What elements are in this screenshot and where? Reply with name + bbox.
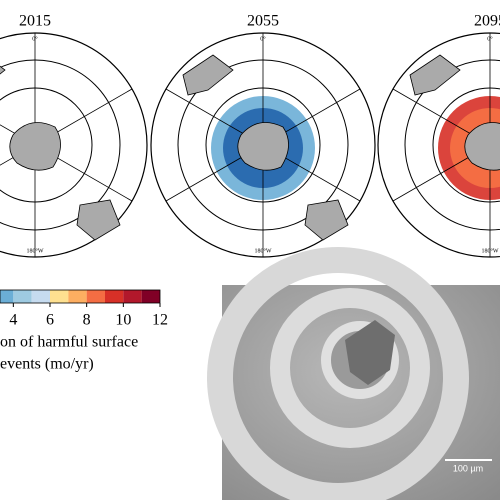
colorbar-bin	[141, 290, 160, 303]
colorbar-bin	[86, 290, 105, 303]
panel-year: 2015	[19, 13, 51, 30]
polar-map: 0° 180°W	[150, 32, 376, 258]
colorbar-tick-label: 10	[115, 312, 131, 329]
colorbar-tick-label: 12	[152, 312, 168, 329]
panel-year: 2095	[474, 13, 500, 30]
scale-label: 100 µm	[453, 463, 483, 473]
south-america	[409, 54, 461, 96]
map-label: 0°	[32, 35, 38, 42]
south-america	[0, 65, 6, 75]
panel-year: 2055	[247, 13, 279, 30]
colorbar-label: on of harmful surface	[0, 334, 138, 351]
colorbar-tick-label: 4	[9, 312, 17, 329]
map-label: 0°	[487, 35, 493, 42]
colorbar-bin	[105, 290, 124, 303]
polar-map: 0° 180°W	[377, 32, 500, 258]
antarctica	[464, 122, 500, 171]
colorbar-tick-label: 6	[46, 312, 54, 329]
colorbar-bin	[123, 290, 142, 303]
map-label: 180°W	[254, 247, 271, 254]
shell-whorl	[270, 288, 430, 448]
shell-whorl	[207, 247, 469, 500]
colorbar-bin	[68, 290, 87, 303]
australia	[76, 199, 121, 241]
australia	[304, 199, 349, 241]
colorbar-frame	[0, 289, 161, 304]
maps: 0° 180°W 2015 0° 180°W 2055 0° 180°W 2095	[0, 13, 500, 258]
colorbar-bin	[0, 290, 14, 303]
polar-map: 0° 180°W	[0, 32, 148, 258]
antarctica	[9, 122, 61, 171]
colorbar-bin	[13, 290, 32, 303]
south-america	[182, 54, 234, 96]
map-label: 180°W	[26, 247, 43, 254]
colorbar-bin	[31, 290, 50, 303]
colorbar-bin	[50, 290, 69, 303]
colorbar-tick-label: 8	[83, 312, 91, 329]
colorbar-label: events (mo/yr)	[0, 356, 94, 373]
colorbar: 4 6 8 10 12 on of harmful surface events (mo/y…	[0, 289, 168, 373]
map-label: 0°	[260, 35, 266, 42]
antarctica	[237, 122, 289, 171]
shell-damage	[345, 320, 395, 385]
sem-image: 100 µm	[207, 247, 500, 500]
map-label: 180°W	[481, 247, 498, 254]
